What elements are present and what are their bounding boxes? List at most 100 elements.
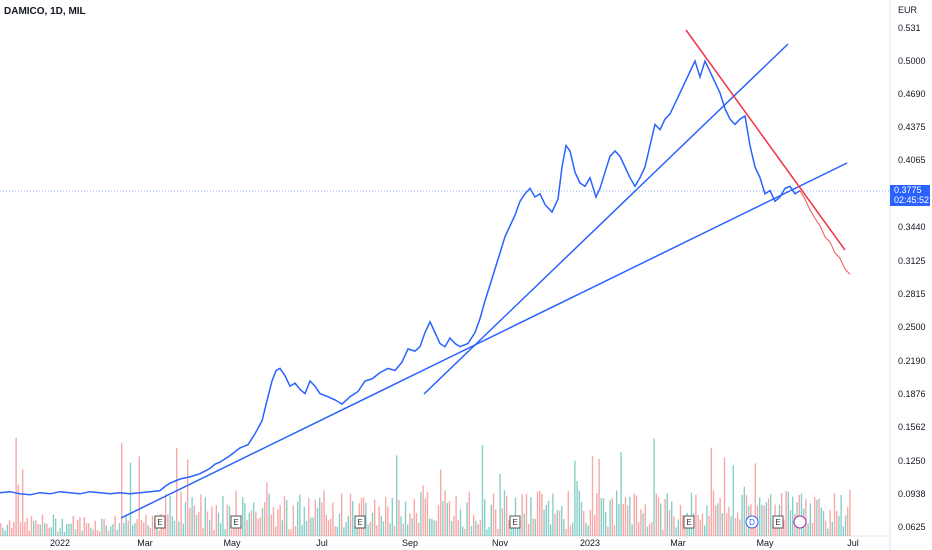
volume-bar xyxy=(429,518,431,536)
volume-bar xyxy=(332,502,334,536)
volume-bar xyxy=(453,515,455,536)
volume-bar xyxy=(70,523,72,536)
resistance-trendline[interactable] xyxy=(685,29,846,251)
volume-bar xyxy=(631,524,633,536)
volume-bar xyxy=(204,497,206,536)
volume-bar xyxy=(578,490,580,536)
volume-bar xyxy=(149,527,151,536)
volume-bar xyxy=(763,505,765,536)
volume-bar xyxy=(235,490,237,536)
y-tick-label: 0.4375 xyxy=(898,122,926,132)
volume-bar xyxy=(114,515,116,536)
volume-bar xyxy=(231,529,233,536)
volume-bar xyxy=(369,521,371,536)
volume-bar xyxy=(400,516,402,536)
volume-bar xyxy=(594,515,596,536)
steep-trendline[interactable] xyxy=(423,43,789,395)
volume-bar xyxy=(378,506,380,536)
volume-bar xyxy=(444,490,446,536)
volume-bar xyxy=(277,509,279,536)
earnings-marker[interactable]: E xyxy=(772,515,784,529)
volume-bar xyxy=(682,515,684,536)
earnings-marker[interactable]: E xyxy=(683,515,695,529)
volume-bar xyxy=(741,494,743,536)
y-tick-label: 0.1876 xyxy=(898,389,926,399)
volume-bar xyxy=(530,497,532,536)
volume-bar xyxy=(723,457,726,536)
volume-bar xyxy=(811,522,814,536)
earnings-marker[interactable]: E xyxy=(154,515,166,529)
volume-bar xyxy=(728,506,730,536)
volume-bar xyxy=(281,520,283,536)
y-tick-label: 0.0625 xyxy=(898,522,926,532)
volume-bar xyxy=(745,495,748,536)
volume-bar xyxy=(424,498,426,536)
volume-bar xyxy=(371,512,374,536)
x-tick-label: Sep xyxy=(402,538,418,548)
volume-bar xyxy=(545,504,547,536)
volume-bar xyxy=(666,493,668,536)
svg-text:E: E xyxy=(157,518,162,527)
volume-bar xyxy=(488,527,490,536)
support-trendline[interactable] xyxy=(120,162,848,519)
volume-bar xyxy=(732,465,734,536)
earnings-marker[interactable]: E xyxy=(509,515,521,529)
volume-bar xyxy=(418,523,420,536)
volume-bar xyxy=(503,490,506,536)
volume-bar xyxy=(842,526,844,536)
volume-bar xyxy=(442,500,444,536)
volume-bar xyxy=(561,506,563,536)
volume-bar xyxy=(816,499,818,536)
volume-bar xyxy=(415,513,418,536)
volume-bar xyxy=(396,455,398,536)
volume-bar xyxy=(88,523,90,536)
volume-bar xyxy=(404,501,407,536)
volume-bar xyxy=(272,507,275,536)
volume-bar xyxy=(24,522,26,536)
volume-bar xyxy=(261,508,264,536)
volume-bar xyxy=(789,510,792,536)
volume-bar xyxy=(19,522,22,536)
volume-bar xyxy=(44,523,46,536)
dividend-marker[interactable]: D xyxy=(745,515,759,529)
volume-bar xyxy=(783,519,785,536)
volume-bar xyxy=(519,524,521,536)
volume-bar xyxy=(446,503,448,536)
y-tick-label: 0.2500 xyxy=(898,322,926,332)
volume-bar xyxy=(268,493,270,536)
volume-bar xyxy=(187,459,189,536)
earnings-marker[interactable]: E xyxy=(354,515,366,529)
volume-bar xyxy=(638,522,640,536)
volume-bar xyxy=(675,527,677,536)
volume-bar xyxy=(327,520,330,536)
svg-text:E: E xyxy=(512,518,517,527)
volume-bar xyxy=(391,497,393,536)
volume-bar xyxy=(644,503,646,536)
volume-bar xyxy=(565,529,567,536)
volume-bar xyxy=(567,491,569,536)
volume-bar xyxy=(39,524,41,536)
volume-bar xyxy=(8,520,11,536)
volume-bar xyxy=(182,523,184,536)
volume-bar xyxy=(301,524,303,536)
split-marker-icon[interactable] xyxy=(793,515,807,529)
volume-bar xyxy=(699,519,701,536)
earnings-marker[interactable]: E xyxy=(230,515,242,529)
volume-bar xyxy=(101,518,103,536)
volume-bar xyxy=(649,523,651,536)
volume-bar xyxy=(739,519,741,536)
volume-bar xyxy=(710,447,712,536)
volume-bar xyxy=(521,494,523,536)
volume-bar xyxy=(66,524,68,536)
volume-bar xyxy=(94,520,96,536)
volume-bar xyxy=(605,511,607,536)
volume-bar xyxy=(552,493,554,536)
volume-bar xyxy=(116,529,118,536)
x-tick-label: May xyxy=(223,538,241,548)
volume-bar xyxy=(620,451,622,536)
volume-bar xyxy=(180,491,182,536)
volume-bar xyxy=(191,496,193,536)
volume-bar xyxy=(765,502,767,536)
volume-bar xyxy=(437,505,440,536)
